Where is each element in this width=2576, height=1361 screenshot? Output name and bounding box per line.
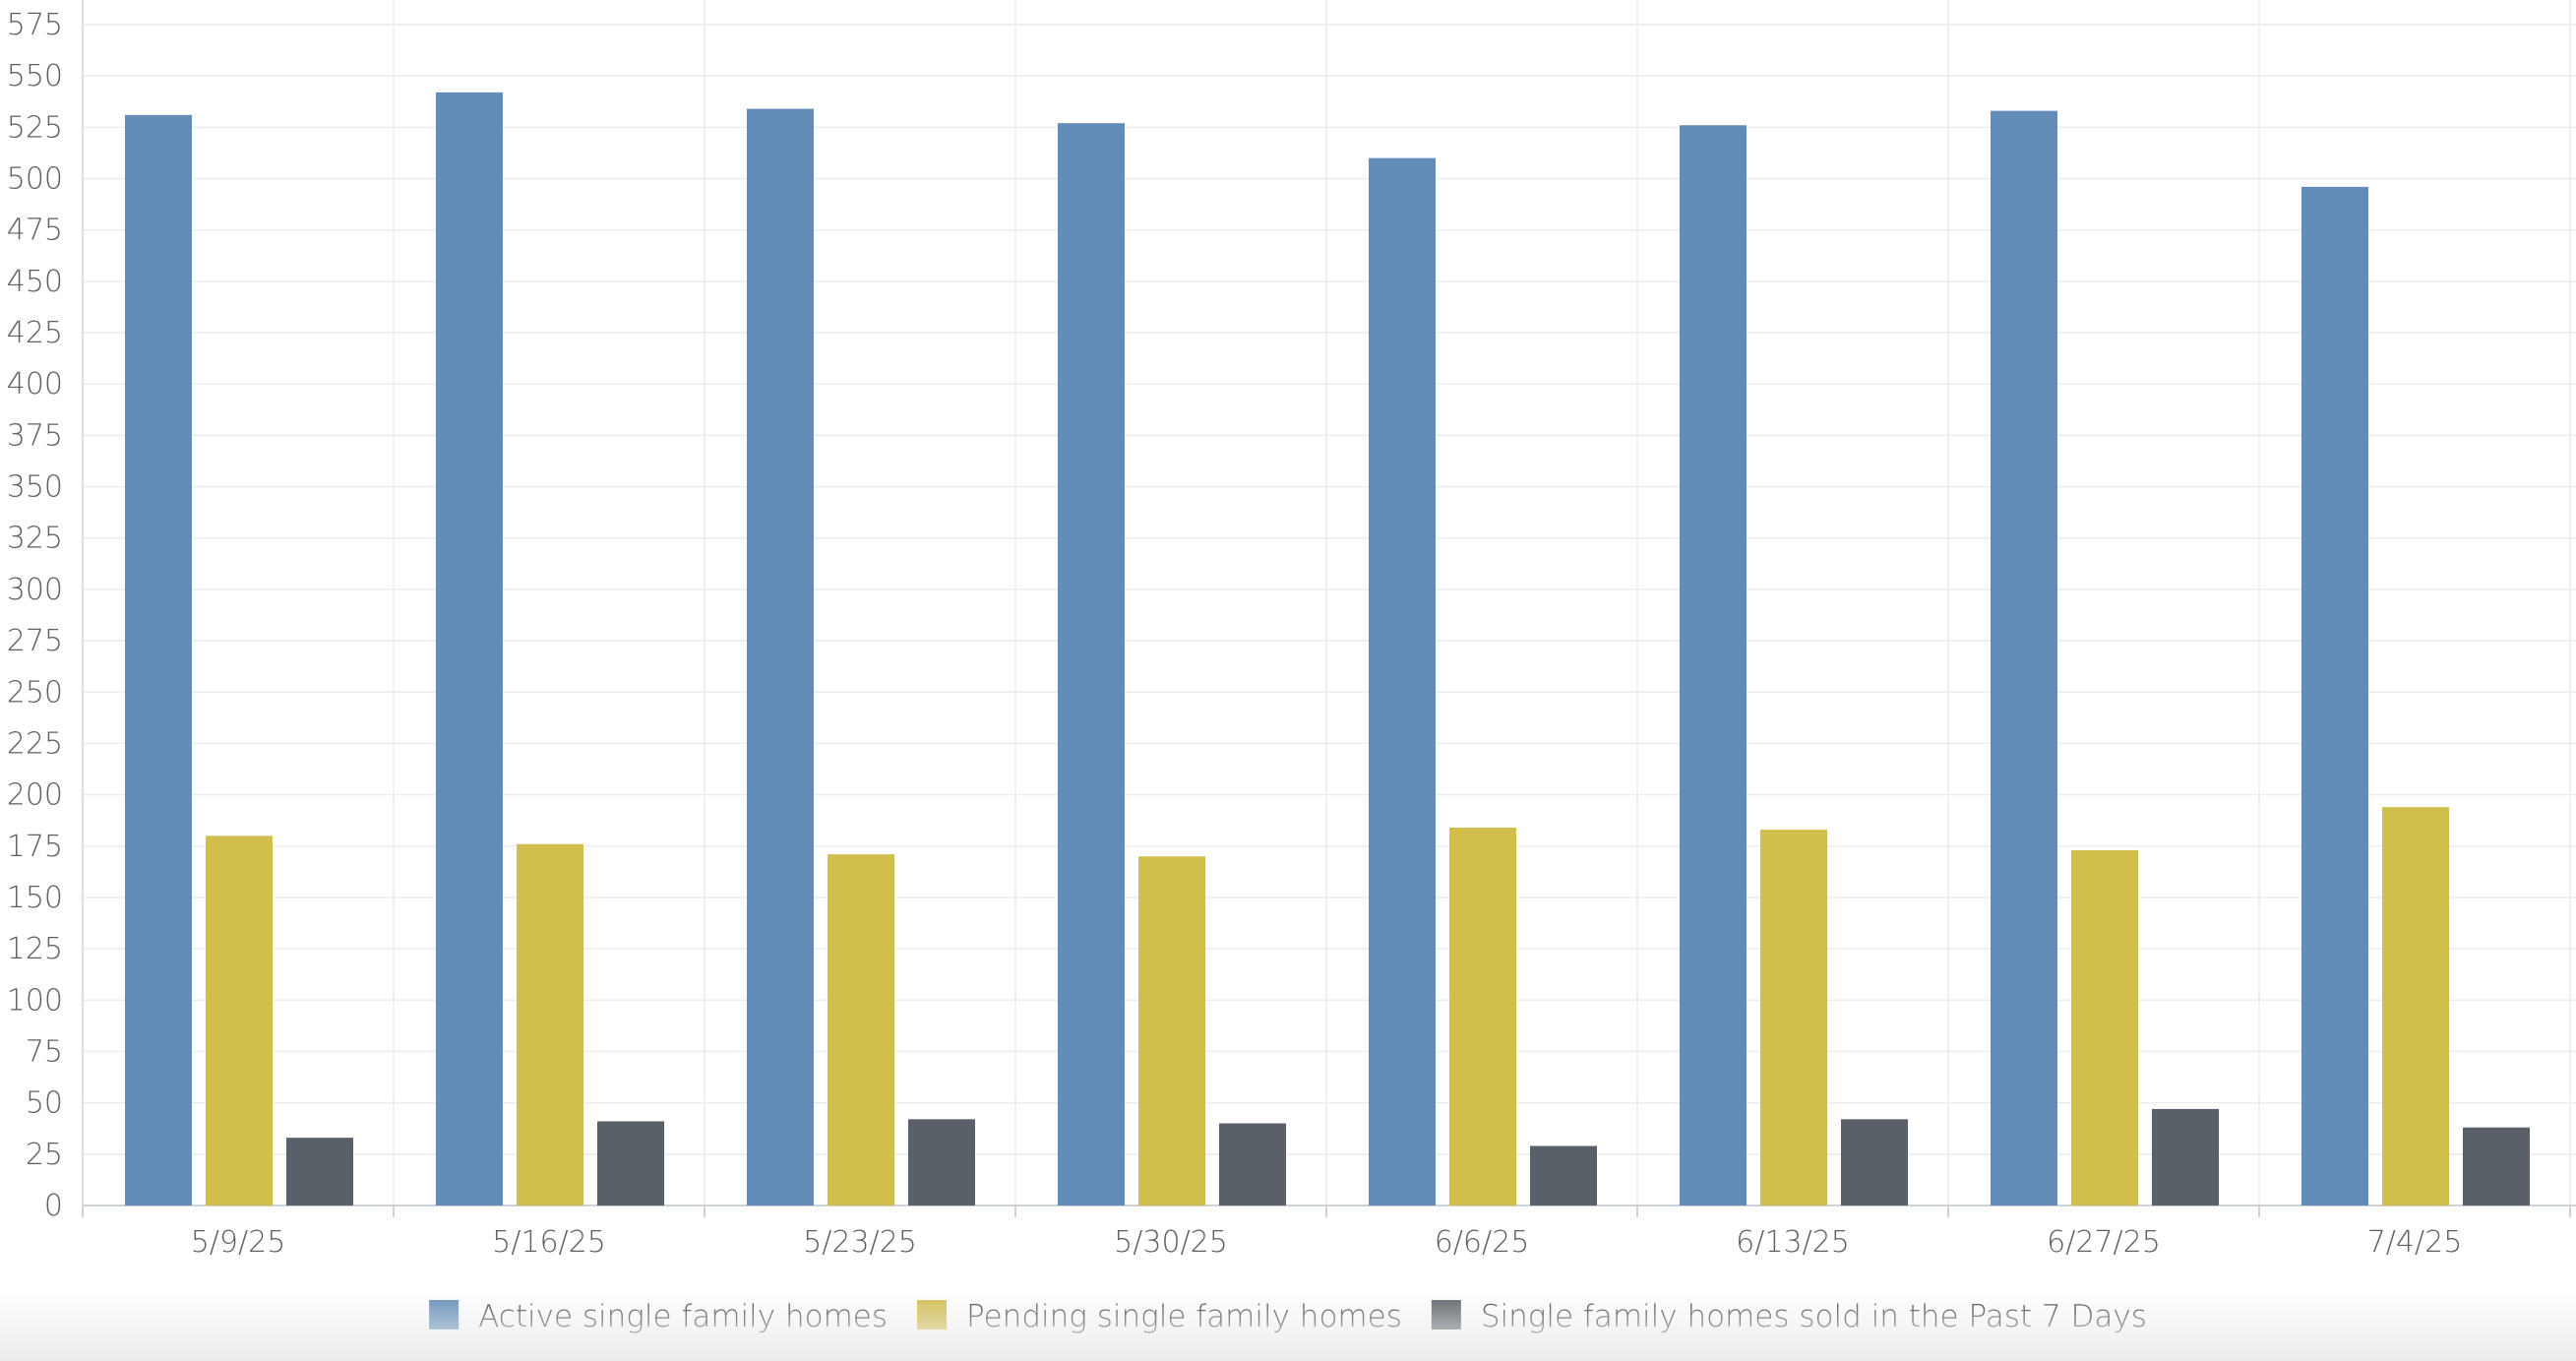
y-tick-label: 400 <box>7 367 63 402</box>
x-axis-tick-labels: 5/9/25 5/16/25 5/23/25 5/30/25 6/6/25 6/13/25… <box>191 1225 2463 1260</box>
bar <box>1991 110 2057 1206</box>
bar <box>206 835 273 1206</box>
y-tick-label: 75 <box>26 1034 63 1069</box>
y-tick-label: 200 <box>7 778 63 813</box>
y-axis-tick-labels: 0 25 50 75 100 125 150 175 200 225 250 275 300 325 350… <box>7 8 63 1223</box>
y-tick-label: 25 <box>26 1138 63 1172</box>
bar <box>1530 1145 1597 1206</box>
y-tick-label: 225 <box>7 726 63 761</box>
y-tick-label: 375 <box>7 418 63 453</box>
y-tick-label: 0 <box>44 1189 63 1223</box>
y-tick-label: 150 <box>7 881 63 915</box>
bar <box>2152 1108 2219 1206</box>
bottom-shadow <box>0 1289 2576 1361</box>
bar <box>436 92 503 1206</box>
y-tick-label: 100 <box>7 983 63 1018</box>
bar <box>1841 1119 1908 1206</box>
bar <box>747 108 814 1206</box>
bar <box>286 1138 353 1206</box>
x-tick-label: 6/27/25 <box>2047 1225 2161 1260</box>
y-tick-label: 475 <box>7 214 63 248</box>
bar <box>597 1121 664 1206</box>
x-tick-label: 5/16/25 <box>492 1225 606 1260</box>
x-tick-label: 5/30/25 <box>1114 1225 1228 1260</box>
bar <box>1219 1123 1286 1206</box>
y-tick-label: 325 <box>7 522 63 556</box>
bar <box>517 843 583 1206</box>
y-tick-label: 500 <box>7 162 63 197</box>
y-tick-label: 275 <box>7 624 63 658</box>
bars <box>125 92 2530 1206</box>
x-tick-label: 7/4/25 <box>2367 1225 2463 1260</box>
bar <box>908 1119 975 1206</box>
bar <box>1760 830 1827 1206</box>
bar <box>1138 856 1205 1206</box>
y-tick-label: 575 <box>7 8 63 42</box>
bar <box>125 114 192 1206</box>
bar <box>2463 1127 2530 1206</box>
x-tick-label: 6/6/25 <box>1435 1225 1530 1260</box>
x-tick-label: 6/13/25 <box>1736 1225 1850 1260</box>
y-tick-label: 425 <box>7 316 63 350</box>
bar <box>828 854 894 1206</box>
bar <box>2301 186 2368 1206</box>
y-tick-label: 300 <box>7 573 63 607</box>
bar <box>2382 807 2449 1206</box>
bar <box>1369 157 1436 1206</box>
y-tick-label: 525 <box>7 110 63 145</box>
bar <box>2071 849 2138 1206</box>
x-tick-label: 5/9/25 <box>191 1225 286 1260</box>
y-tick-label: 450 <box>7 265 63 299</box>
y-tick-label: 350 <box>7 470 63 505</box>
y-tick-label: 250 <box>7 675 63 710</box>
y-tick-label: 175 <box>7 830 63 864</box>
x-tick-label: 5/23/25 <box>803 1225 917 1260</box>
bar <box>1449 828 1516 1206</box>
y-tick-label: 50 <box>26 1086 63 1121</box>
bar <box>1680 125 1747 1206</box>
y-tick-label: 550 <box>7 59 63 93</box>
y-tick-label: 125 <box>7 932 63 966</box>
bar <box>1058 123 1125 1206</box>
